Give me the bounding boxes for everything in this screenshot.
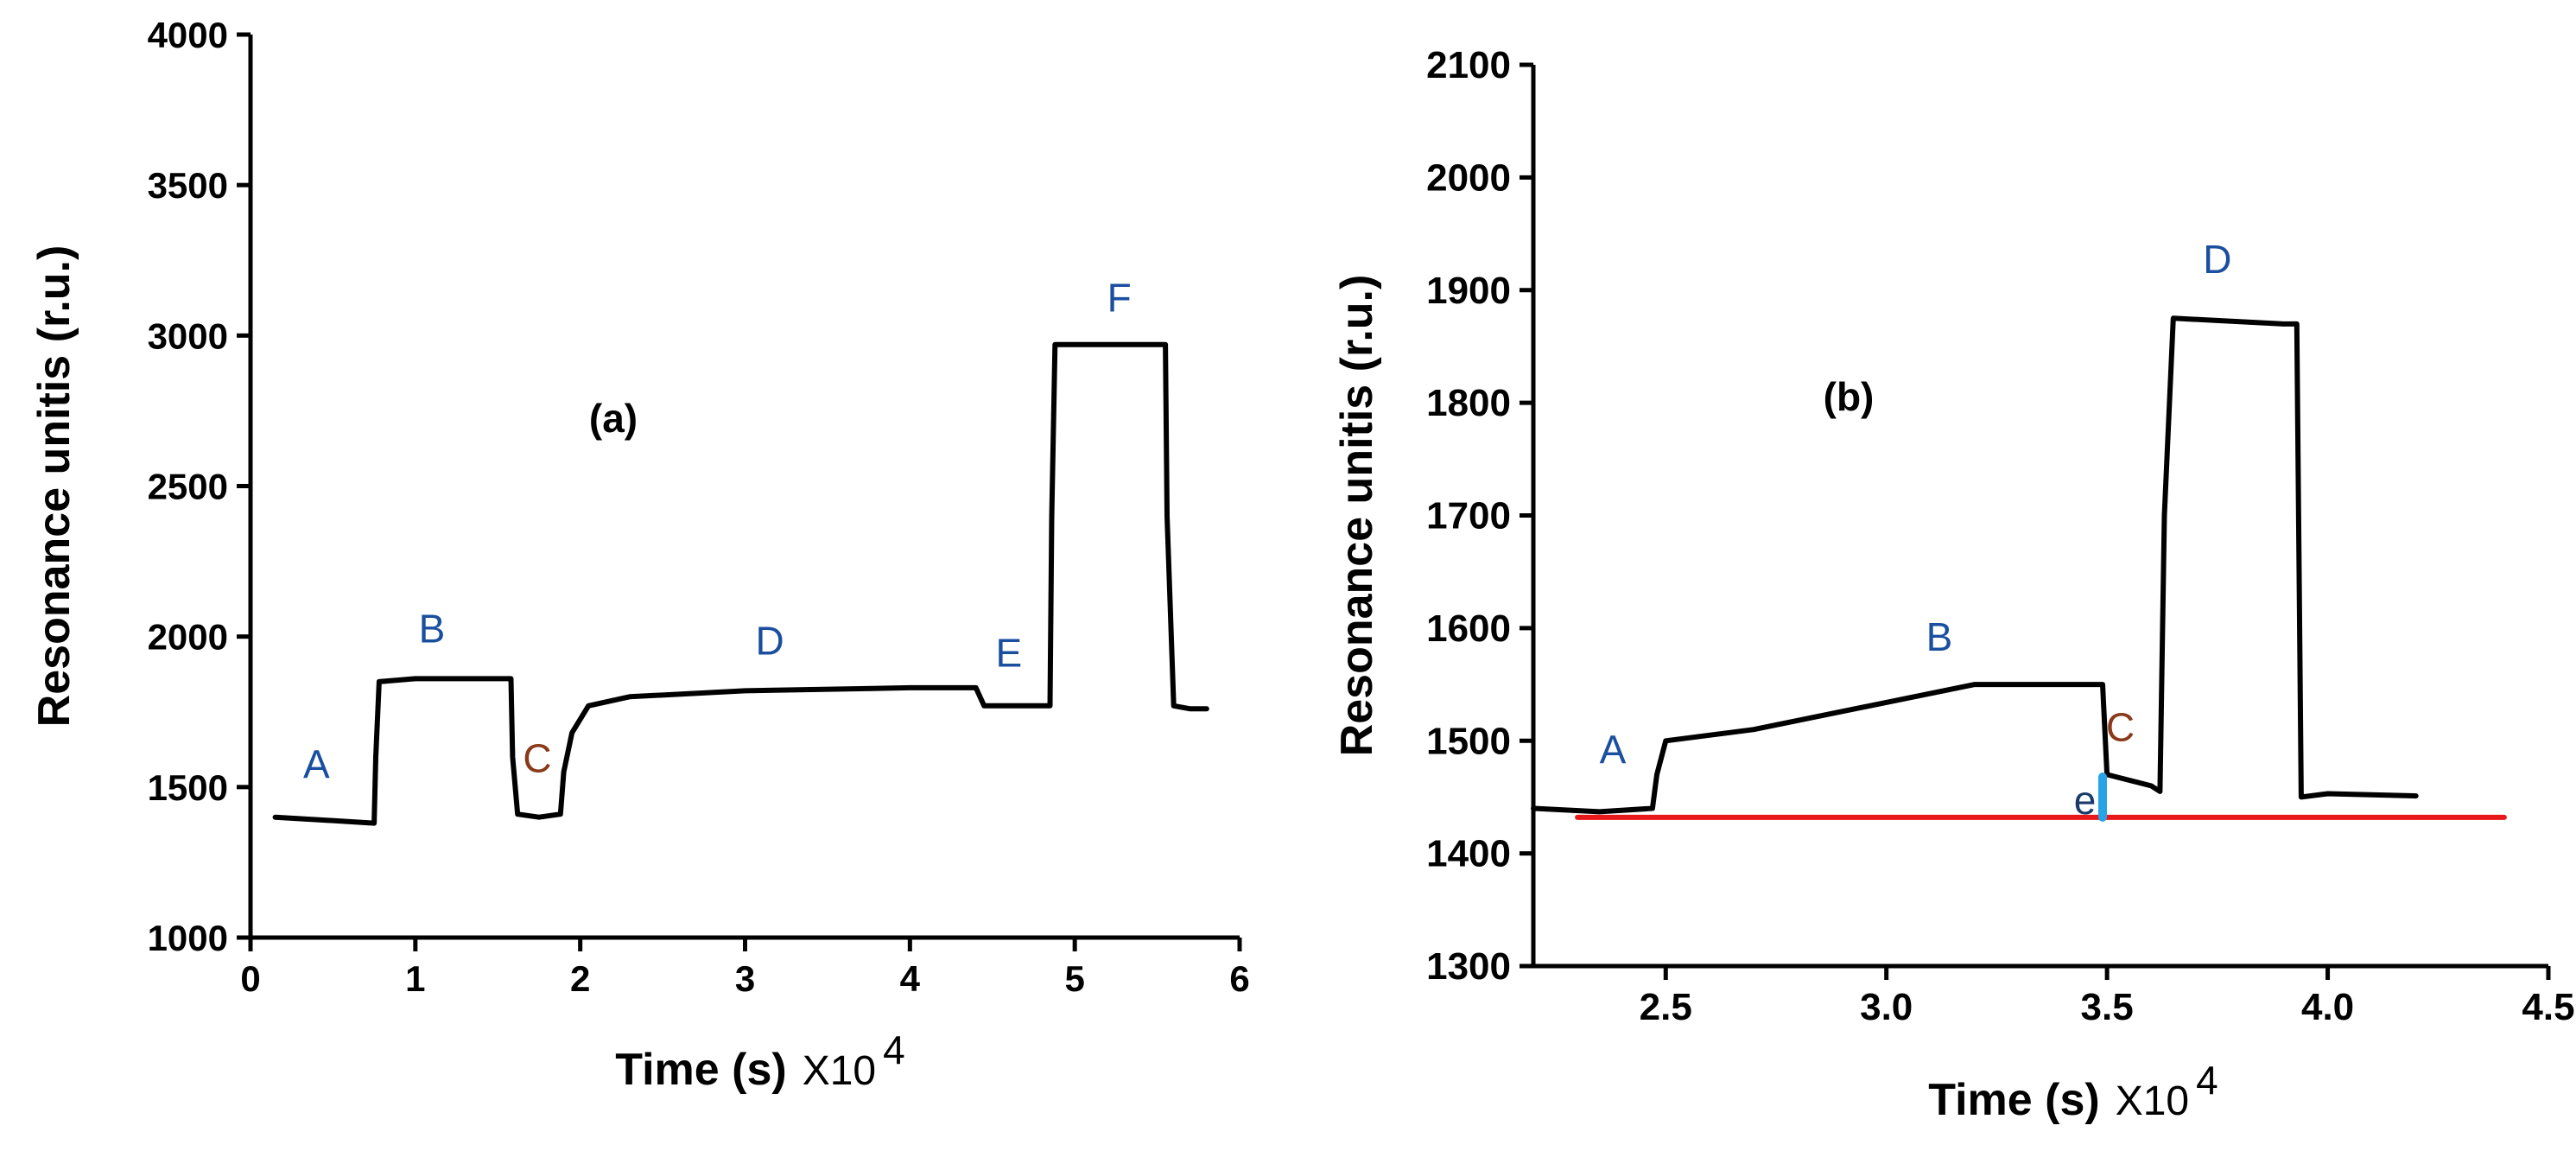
annotation-B: B (419, 607, 446, 652)
y-tick-label: 2000 (1426, 156, 1511, 199)
x-axis-multiplier: X10 (2116, 1078, 2189, 1124)
y-tick-label: 1600 (1426, 607, 1511, 650)
y-tick-label: 3500 (148, 165, 228, 206)
series-line-1 (1531, 315, 2419, 815)
x-tick-label: 4 (900, 958, 921, 999)
x-tick-label: 0 (240, 958, 260, 999)
y-tick-label: 1300 (1426, 945, 1511, 988)
annotation-e: e (2074, 778, 2097, 823)
y-axis-title: Resonance unitis (r.u.) (1332, 275, 1382, 757)
annotation-C: C (523, 735, 551, 780)
annotation-F: F (1107, 275, 1132, 320)
x-axis-title-text: Time (s) (1928, 1075, 2099, 1125)
annotation-B: B (1926, 614, 1953, 659)
annotation-C: C (2106, 704, 2135, 749)
y-tick-label: 1400 (1426, 833, 1511, 875)
annotation-D: D (756, 619, 784, 664)
x-axis-title: Time (s) X10 4 (615, 1027, 904, 1095)
panel-label: (b) (1824, 374, 1875, 419)
x-tick-label: 1 (405, 958, 425, 999)
x-tick-label: 4.0 (2301, 986, 2354, 1028)
y-tick-label: 1900 (1426, 270, 1511, 312)
x-tick-label: 2 (570, 958, 590, 999)
x-tick-label: 3.5 (2081, 986, 2134, 1028)
panel-label: (a) (589, 396, 638, 441)
y-tick-label: 2100 (1426, 44, 1511, 86)
x-tick-label: 5 (1064, 958, 1084, 999)
annotation-E: E (995, 631, 1022, 676)
y-tick-label: 4000 (148, 15, 228, 55)
x-axis-exponent: 4 (2196, 1058, 2218, 1103)
x-axis-exponent: 4 (883, 1027, 905, 1072)
y-tick-label: 1500 (1426, 720, 1511, 762)
y-tick-label: 1500 (148, 767, 228, 808)
x-tick-label: 6 (1229, 958, 1249, 999)
x-axis-title: Time (s) X10 4 (1928, 1058, 2218, 1125)
x-tick-label: 3.0 (1860, 986, 1913, 1028)
y-axis-title: Resonance unitis (r.u.) (29, 245, 79, 728)
y-tick-label: 1000 (148, 918, 228, 958)
y-tick-label: 1700 (1426, 495, 1511, 537)
x-tick-label: 2.5 (1640, 986, 1692, 1028)
y-tick-label: 2000 (148, 617, 228, 658)
annotation-D: D (2203, 237, 2231, 282)
panel-b: 1300 1400 1500 1600 1700 1800 1900 2000 2100 2.5 3… (1332, 44, 2575, 1125)
annotation-A: A (303, 741, 330, 786)
x-axis-title-text: Time (s) (615, 1045, 786, 1095)
x-tick-label: 4.5 (2522, 986, 2574, 1028)
x-axis-multiplier: X10 (803, 1048, 876, 1094)
annotation-A: A (1600, 727, 1627, 772)
y-tick-label: 1800 (1426, 382, 1511, 424)
x-tick-label: 3 (735, 958, 755, 999)
panel-a: 1000 1500 2000 2500 3000 3500 4000 0 1 2 3 4 5 6 A B C D E… (29, 15, 1250, 1095)
y-tick-label: 2500 (148, 467, 228, 507)
y-tick-label: 3000 (148, 315, 228, 356)
series-line-1 (272, 341, 1209, 826)
